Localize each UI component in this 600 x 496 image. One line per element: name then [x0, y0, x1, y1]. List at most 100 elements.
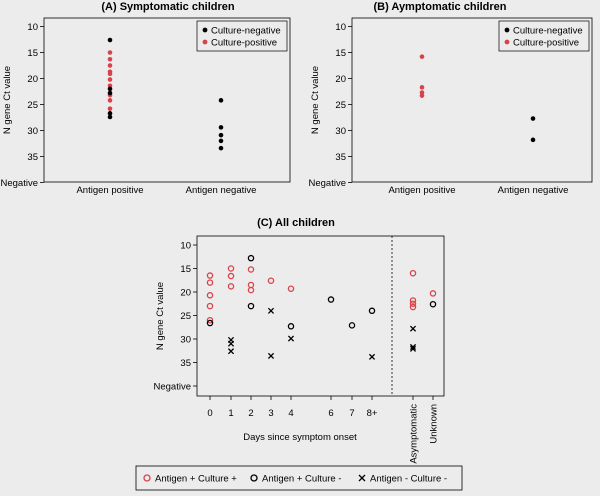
- data-point: [227, 348, 235, 355]
- data-point: [227, 340, 235, 347]
- panel-a-categories: Antigen positive Antigen negative: [76, 185, 256, 196]
- data-point: [206, 316, 214, 324]
- ytick-label: 25: [335, 100, 346, 111]
- panel-c: (C) All children N gene Ct value Days si…: [154, 217, 445, 464]
- ytick-label: Negative: [1, 178, 39, 189]
- data-point: [247, 266, 255, 273]
- data-point: [107, 50, 113, 55]
- data-point: [247, 302, 255, 310]
- data-point: [107, 63, 113, 68]
- legend-marker-ag-neg-cult-neg: [358, 474, 366, 482]
- data-point: [368, 353, 376, 360]
- ytick-label: Negative: [154, 381, 192, 392]
- ytick-label: 30: [335, 126, 346, 137]
- data-point: [429, 290, 437, 297]
- data-point: [107, 90, 113, 96]
- panel-b-title: (B) Aymptomatic children: [373, 1, 506, 13]
- data-point: [409, 269, 417, 277]
- panel-b-ylabel: N gene Ct value: [310, 66, 321, 134]
- data-point: [107, 71, 113, 77]
- ytick-label: 25: [180, 311, 191, 322]
- panel-a-legend-neg: Culture-negative: [211, 26, 281, 37]
- data-point: [206, 279, 214, 286]
- data-point: [218, 98, 224, 103]
- data-point: [267, 277, 275, 284]
- data-point: [409, 345, 417, 352]
- panel-a-points: [107, 37, 224, 151]
- ytick-label: Negative: [309, 178, 347, 189]
- panel-c-categories: 0 1 2 3 4 6 7 8+ Asymptomatic Unknown: [207, 396, 440, 464]
- data-point: [368, 307, 376, 315]
- data-point: [409, 303, 417, 311]
- panel-c-title: (C) All children: [257, 217, 335, 229]
- data-point: [227, 272, 235, 280]
- data-point: [107, 56, 113, 62]
- panel-b-legend-pos: Culture-positive: [513, 38, 579, 49]
- data-point: [429, 300, 437, 308]
- xtick-label: Antigen positive: [388, 185, 455, 196]
- panel-a-ylabel: N gene Ct value: [2, 66, 13, 134]
- data-point: [419, 93, 425, 98]
- legend-marker-ag-pos-cult-neg: [250, 474, 258, 482]
- ytick-label: 15: [335, 48, 346, 59]
- xtick-label: Antigen negative: [498, 185, 569, 196]
- xtick-label: 8+: [367, 408, 378, 419]
- data-point: [218, 125, 224, 130]
- data-point: [287, 285, 295, 292]
- data-point: [247, 254, 255, 262]
- legend-label-ag-neg-cult-neg: Antigen - Culture -: [370, 474, 447, 485]
- panel-b-yticks: 10 15 20 25 30 35 Negative: [309, 22, 352, 189]
- xtick-label: 0: [207, 408, 212, 419]
- xtick-label: 7: [349, 408, 354, 419]
- panel-a-yticks: 10 15 20 25 30 35 Negative: [1, 22, 44, 189]
- xtick-label: Unknown: [429, 404, 440, 444]
- panel-a: (A) Symptomatic children N gene Ct value…: [1, 1, 291, 196]
- panel-c-ylabel: N gene Ct value: [155, 282, 166, 350]
- panel-b-legend-box: [498, 20, 590, 52]
- xtick-label: 6: [328, 408, 333, 419]
- ytick-label: 10: [335, 22, 346, 33]
- ytick-label: 10: [180, 240, 191, 251]
- panel-a-legend-marker-neg: [202, 27, 208, 33]
- data-point: [409, 325, 417, 332]
- data-point: [409, 297, 417, 304]
- panel-a-frame: [43, 17, 291, 183]
- data-point: [267, 352, 275, 359]
- data-point: [107, 114, 113, 120]
- data-point: [287, 323, 295, 330]
- data-point: [409, 300, 417, 307]
- xtick-label: Antigen negative: [186, 185, 257, 196]
- legend-label-ag-pos-cult-pos: Antigen + Culture +: [155, 474, 237, 485]
- data-point: [107, 37, 113, 43]
- data-point: [267, 307, 275, 314]
- data-point: [107, 77, 113, 82]
- panel-b-legend-neg: Culture-negative: [513, 26, 583, 37]
- ytick-label: 10: [27, 22, 38, 33]
- ytick-label: 35: [27, 152, 38, 163]
- panel-b-legend-marker-pos: [504, 39, 510, 45]
- xtick-label: 4: [288, 408, 293, 419]
- panel-c-frame: [196, 235, 445, 397]
- panel-a-legend-pos: Culture-positive: [211, 38, 277, 49]
- data-point: [218, 132, 224, 138]
- data-point: [530, 137, 536, 143]
- panel-a-legend: Culture-negative Culture-positive: [196, 20, 288, 52]
- xtick-label: 2: [248, 408, 253, 419]
- ytick-label: 35: [335, 152, 346, 163]
- data-point: [247, 286, 255, 294]
- data-point: [218, 145, 224, 151]
- data-point: [419, 54, 425, 59]
- data-point: [409, 343, 417, 351]
- ytick-label: 20: [27, 74, 38, 85]
- data-point: [227, 283, 235, 290]
- ytick-label: 30: [27, 126, 38, 137]
- ytick-label: 15: [27, 48, 38, 59]
- data-point: [107, 98, 113, 103]
- ytick-label: 30: [180, 334, 191, 345]
- legend-label-ag-pos-cult-neg: Antigen + Culture -: [262, 474, 341, 485]
- data-point: [107, 111, 113, 116]
- panel-b-points: [419, 54, 536, 143]
- xtick-label: Asymptomatic: [409, 404, 420, 464]
- data-point: [348, 322, 356, 329]
